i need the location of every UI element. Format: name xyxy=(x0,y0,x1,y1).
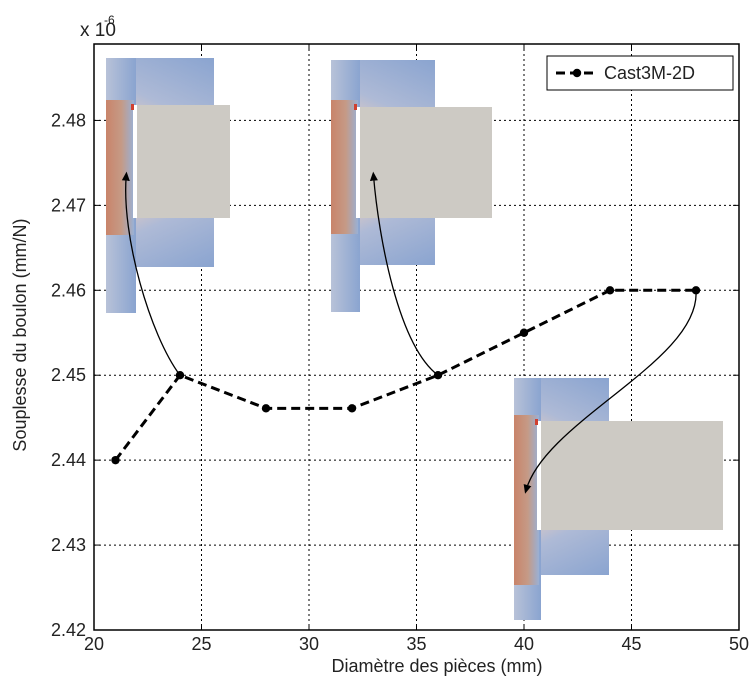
annotation-arrow-1 xyxy=(369,171,439,376)
fem-image-left-gap xyxy=(133,105,137,218)
fem-image-middle xyxy=(331,60,492,312)
x-tick-label-4: 40 xyxy=(514,634,534,654)
legend: Cast3M-2D xyxy=(546,55,734,91)
data-point-0-3 xyxy=(347,404,357,413)
series-layer xyxy=(111,286,701,465)
x-tick-label-5: 45 xyxy=(621,634,641,654)
y-multiplier-base: x 10 xyxy=(80,20,116,41)
y-tick-label-0: 2.42 xyxy=(51,620,86,640)
x-tick-label-2: 30 xyxy=(299,634,319,654)
y-tick-label-5: 2.47 xyxy=(51,195,86,215)
fem-image-right-shank-red xyxy=(514,415,539,585)
fem-image-left xyxy=(106,58,230,313)
y-multiplier-exponent: -6 xyxy=(104,13,115,27)
y-tick-label-3: 2.45 xyxy=(51,365,86,385)
data-point-0-0 xyxy=(111,455,120,465)
series-line-0 xyxy=(114,288,696,462)
y-tick-label-6: 2.48 xyxy=(51,110,86,130)
fem-images-layer xyxy=(106,58,723,620)
fem-image-middle-hot-spot xyxy=(354,104,357,110)
y-axis-label: Souplesse du boulon (mm/N) xyxy=(10,218,30,451)
fem-image-left-plate-grey xyxy=(137,105,230,218)
x-tick-label-0: 20 xyxy=(84,634,104,654)
x-tick-label-3: 35 xyxy=(406,634,426,654)
fem-image-right-gap xyxy=(537,421,541,530)
legend-marker xyxy=(572,68,582,78)
y-tick-label-1: 2.43 xyxy=(51,535,86,555)
data-point-0-2 xyxy=(261,404,271,413)
y-tick-label-4: 2.46 xyxy=(51,280,86,300)
fem-image-middle-gap xyxy=(356,107,360,218)
fem-image-left-shank-red xyxy=(106,100,134,235)
annotation-arrow-0 xyxy=(121,171,181,376)
axes-layer: 20 25 30 35 40 45 50 2.42 2.43 2.44 2.45 2.46 2.47 2.… xyxy=(51,43,749,654)
fem-image-left-hot-spot xyxy=(131,104,134,110)
fem-image-middle-plate-grey xyxy=(360,107,492,218)
data-point-0-5 xyxy=(519,328,529,337)
annotation-arrows-layer xyxy=(121,171,697,494)
data-point-0-6 xyxy=(605,286,615,295)
fem-image-right-plate-grey xyxy=(541,421,723,530)
legend-label: Cast3M-2D xyxy=(604,63,695,83)
fem-image-right xyxy=(514,378,723,620)
fem-image-middle-shank-red xyxy=(331,100,358,234)
fem-image-right-hot-spot xyxy=(535,419,538,425)
x-axis-label: Diamètre des pièces (mm) xyxy=(331,656,542,676)
x-tick-label-6: 50 xyxy=(729,634,749,654)
annotation-arrow-2 xyxy=(523,290,697,494)
y-tick-label-2: 2.44 xyxy=(51,450,86,470)
x-tick-label-1: 25 xyxy=(191,634,211,654)
